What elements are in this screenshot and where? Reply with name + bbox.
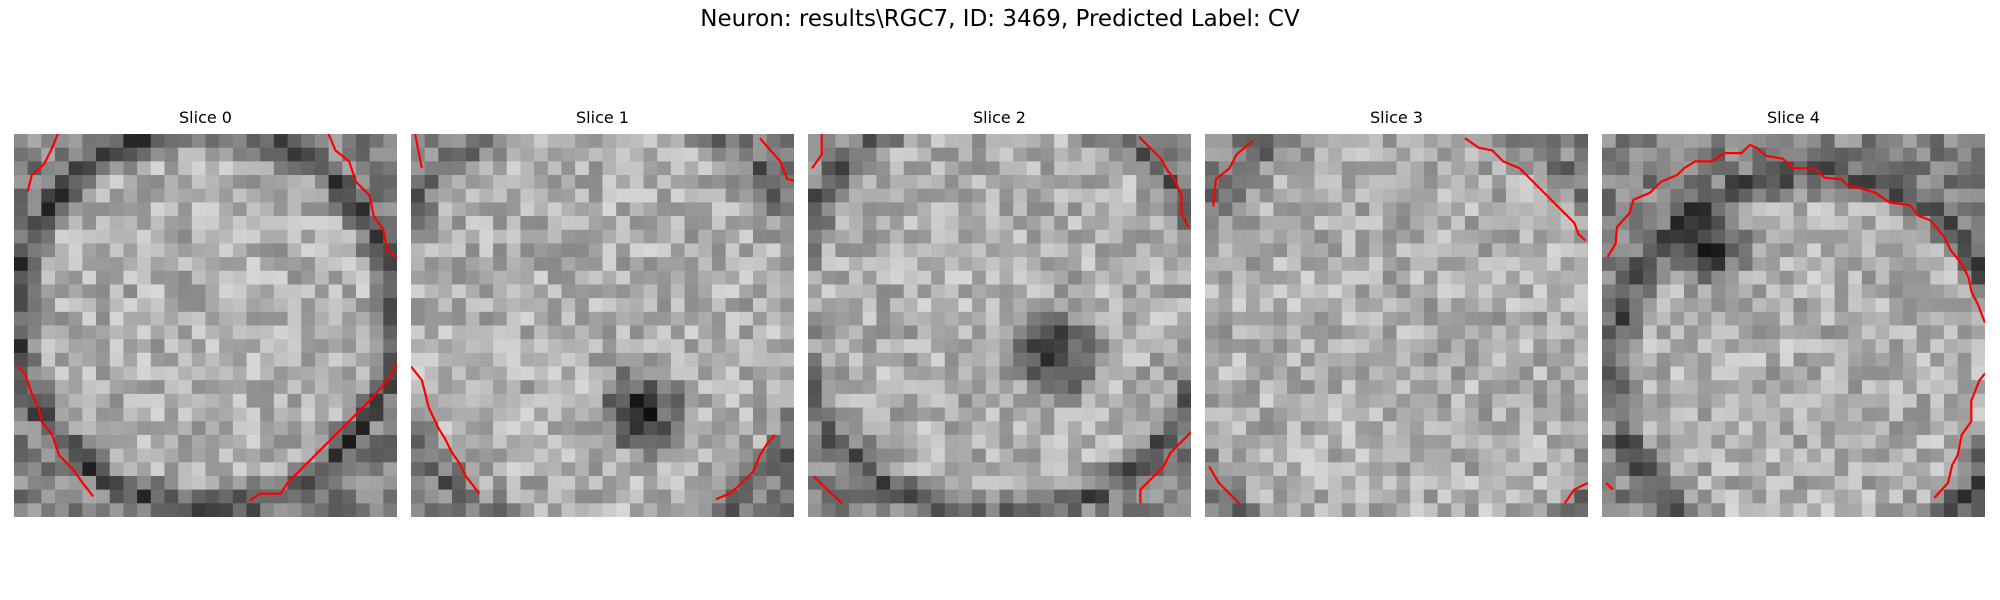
contour-line — [812, 475, 843, 505]
contour-line — [758, 137, 794, 182]
slice-title: Slice 1 — [576, 108, 629, 127]
figure-title: Neuron: results\RGC7, ID: 3469, Predicte… — [700, 6, 1300, 32]
contour-line — [327, 134, 397, 258]
pixel-grid — [1602, 134, 1985, 517]
slice-title: Slice 3 — [1370, 108, 1423, 127]
contour-line — [248, 363, 397, 502]
pixel-grid — [14, 134, 397, 517]
slice-panel-0: Slice 0 — [14, 108, 397, 517]
slice-title: Slice 2 — [973, 108, 1026, 127]
slice-title: Slice 0 — [179, 108, 232, 127]
contour-line — [411, 365, 481, 495]
contour-line — [1208, 465, 1240, 505]
slice-panel-3: Slice 3 — [1205, 108, 1588, 517]
contour-line — [1563, 481, 1588, 504]
slice-image-4 — [1602, 134, 1985, 517]
slice-panel-2: Slice 2 — [808, 108, 1191, 517]
contour-line — [715, 434, 776, 501]
contour-line — [1464, 137, 1587, 242]
slice-panel-4: Slice 4 — [1602, 108, 1985, 517]
pixel-grid — [411, 134, 794, 517]
contour-line — [1605, 482, 1614, 491]
contour-line — [414, 134, 423, 169]
slice-title: Slice 4 — [1767, 108, 1820, 127]
slice-image-0 — [14, 134, 397, 517]
slice-panel-1: Slice 1 — [411, 108, 794, 517]
slice-image-1 — [411, 134, 794, 517]
contour-line — [26, 134, 59, 192]
pixel-grid — [1205, 134, 1588, 517]
contour-line — [1933, 372, 1985, 499]
slice-image-3 — [1205, 134, 1588, 517]
contour-line — [1138, 135, 1190, 228]
contour-line — [811, 134, 823, 169]
contour-line — [17, 365, 95, 498]
contour-line — [1139, 431, 1191, 504]
contour-line — [1606, 143, 1985, 324]
slice-image-2 — [808, 134, 1191, 517]
pixel-grid — [808, 134, 1191, 517]
contour-line — [1212, 139, 1254, 207]
